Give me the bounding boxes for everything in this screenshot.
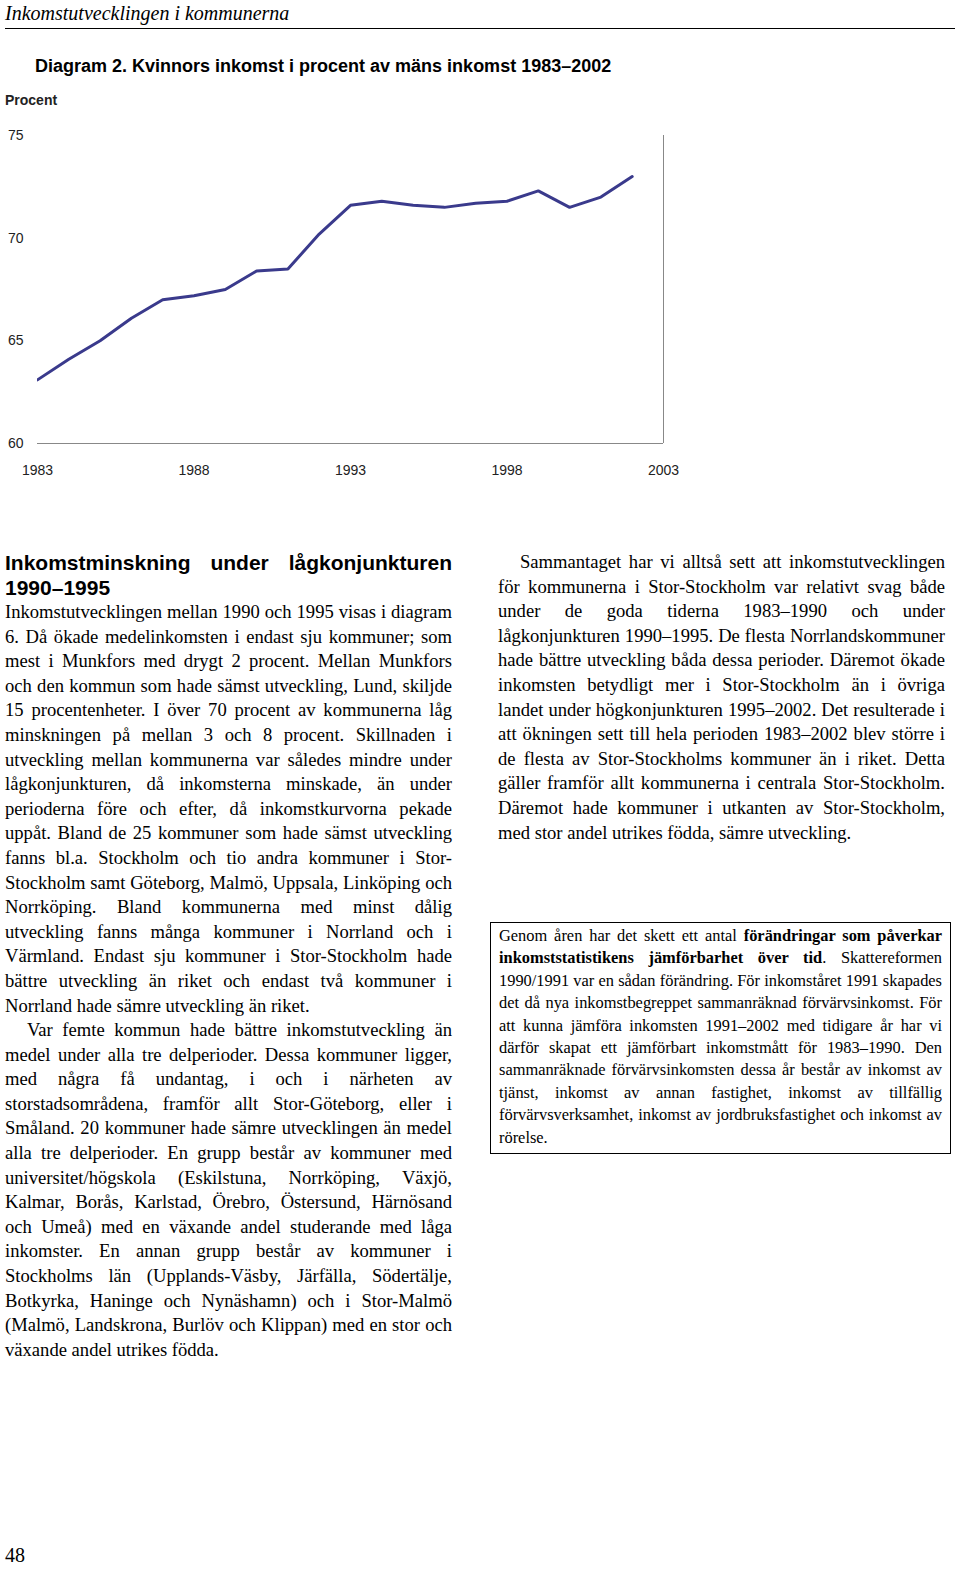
html-text:Var femte kommun hade bättre i: Var femte kommun hade bättre inkomstutve… bbox=[5, 1019, 452, 1360]
svg-text:2003: 2003 bbox=[648, 462, 679, 478]
html-text:Procent: Procent bbox=[5, 92, 58, 108]
html-text:Sammantaget har vi alltså sett: Sammantaget har vi alltså sett att inkom… bbox=[498, 551, 945, 843]
svg-text:1998: 1998 bbox=[491, 462, 522, 478]
html-text:Inkomstutvecklingen mellan 199: Inkomstutvecklingen mellan 1990 och 1995… bbox=[5, 601, 452, 1016]
svg-text:1993: 1993 bbox=[335, 462, 366, 478]
svg-text:1988: 1988 bbox=[178, 462, 209, 478]
html-text:Genom åren har det skett ett a: Genom åren har det skett ett antal förän… bbox=[499, 926, 942, 1147]
html-text:Inkomstminskning under lågkonj: Inkomstminskning under lågkonjunkturen 1… bbox=[5, 551, 452, 599]
svg-text:60: 60 bbox=[8, 435, 24, 451]
svg-text:75: 75 bbox=[8, 127, 24, 143]
html-text:Diagram 2. Kvinnors inkomst i: Diagram 2. Kvinnors inkomst i procent av… bbox=[35, 56, 612, 76]
svg-text:70: 70 bbox=[8, 230, 24, 246]
svg-text:65: 65 bbox=[8, 332, 24, 348]
html-text:Inkomstutvecklingen i kommuner: Inkomstutvecklingen i kommunerna bbox=[5, 2, 290, 24]
svg-text:1983: 1983 bbox=[22, 462, 53, 478]
html-text:48: 48 bbox=[5, 1544, 25, 1566]
